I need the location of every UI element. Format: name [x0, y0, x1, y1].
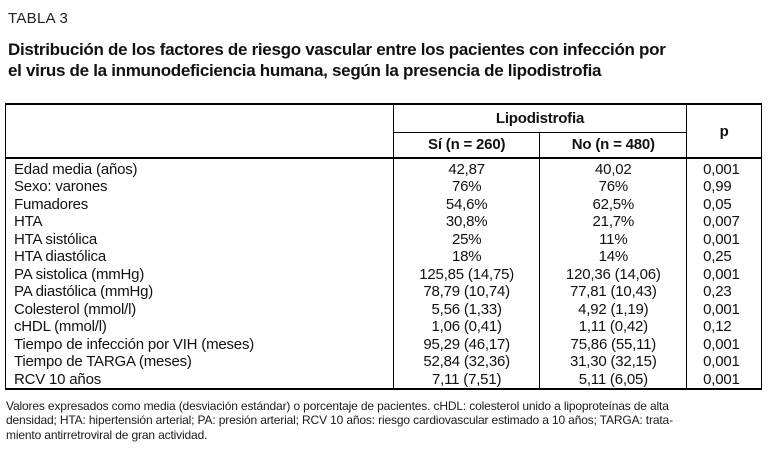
cell-no: 14% [539, 248, 687, 266]
cell-p: 0,007 [686, 213, 762, 231]
cell-no: 4,92 (1,19) [539, 300, 687, 318]
cell-p: 0,001 [686, 230, 762, 248]
table-title-line-1: Distribución de los factores de riesgo v… [8, 40, 666, 59]
row-label: RCV 10 años [14, 370, 102, 388]
cell-si: 1,06 (0,41) [392, 318, 540, 336]
table-header: Lipodistrofia p Sí (n = 260) No (n = 480… [6, 104, 762, 158]
cell-p: 0,001 [686, 300, 762, 318]
cell-p: 0,001 [686, 370, 762, 389]
column-header-no: No (n = 480) [539, 132, 688, 158]
table-row: HTA sistólica 25% 11% 0,001 [6, 230, 762, 248]
table-body: Edad media (años) 42,87 40,02 0,001 Sexo… [5, 157, 762, 389]
cell-si: 18% [392, 248, 540, 266]
table-row: Tiempo de infección por VIH (meses) 95,2… [6, 335, 762, 353]
cell-p: 0,001 [686, 335, 762, 353]
cell-si: 95,29 (46,17) [392, 335, 540, 353]
cell-p: 0,001 [686, 353, 762, 371]
cell-no: 120,36 (14,06) [539, 265, 687, 283]
sub-header-row: Sí (n = 260) No (n = 480) [6, 132, 762, 158]
cell-p: 0,12 [686, 318, 762, 336]
cell-p: 0,001 [686, 265, 762, 283]
cell-p: 0,99 [686, 178, 762, 196]
row-label: PA sistolica (mmHg) [14, 265, 145, 283]
cell-no: 31,30 (32,15) [539, 353, 687, 371]
cell-si: 25% [392, 230, 540, 248]
table-row: HTA diastólica 18% 14% 0,25 [6, 248, 762, 266]
cell-no: 11% [539, 230, 687, 248]
row-label: Sexo: varones [14, 178, 108, 196]
row-label: HTA [14, 213, 43, 231]
cell-no: 75,86 (55,11) [539, 335, 687, 353]
cell-p: 0,05 [686, 195, 762, 213]
cell-no: 77,81 (10,43) [539, 283, 687, 301]
row-label: Tiempo de infección por VIH (meses) [14, 335, 255, 353]
table-row: Colesterol (mmol/l) 5,56 (1,33) 4,92 (1,… [6, 300, 762, 318]
table-title-line-2: el virus de la inmunodeficiencia humana,… [8, 61, 602, 80]
cell-p: 0,25 [686, 248, 762, 266]
cell-si: 76% [392, 178, 540, 196]
group-header-lipodistrofia: Lipodistrofia [392, 104, 688, 133]
risk-factors-table: Lipodistrofia p Sí (n = 260) No (n = 480… [5, 103, 762, 390]
cell-no: 1,11 (0,42) [539, 318, 687, 336]
cell-no: 5,11 (6,05) [539, 370, 687, 389]
footnote-line-2: densidad; HTA: hipertensión arterial; PA… [6, 413, 673, 428]
cell-si: 125,85 (14,75) [392, 265, 540, 283]
table-row: Tiempo de TARGA (meses) 52,84 (32,36) 31… [6, 353, 762, 371]
row-label: Colesterol (mmol/l) [14, 300, 137, 318]
cell-si: 52,84 (32,36) [392, 353, 540, 371]
cell-si: 7,11 (7,51) [392, 370, 540, 389]
cell-p: 0,23 [686, 283, 762, 301]
column-header-p: p [686, 104, 762, 158]
cell-no: 21,7% [539, 213, 687, 231]
table-row: Edad media (años) 42,87 40,02 0,001 [5, 157, 762, 178]
group-header-row: Lipodistrofia p [6, 104, 762, 158]
cell-no: 62,5% [539, 195, 687, 213]
cell-si: 30,8% [392, 213, 540, 231]
cell-si: 5,56 (1,33) [392, 300, 540, 318]
cell-si: 42,87 [392, 157, 540, 178]
table-row: RCV 10 años 7,11 (7,51) 5,11 (6,05) 0,00… [6, 370, 762, 389]
table-number-label: TABLA 3 [8, 10, 69, 27]
footnote-line-3: miento antirretroviral de gran actividad… [6, 427, 208, 442]
table-row: Sexo: varones 76% 76% 0,99 [6, 178, 762, 196]
corner-cell [6, 104, 394, 158]
row-label: HTA diastólica [14, 248, 106, 266]
column-header-si: Sí (n = 260) [392, 132, 541, 158]
cell-si: 54,6% [392, 195, 540, 213]
cell-no: 40,02 [539, 157, 687, 178]
cell-no: 76% [539, 178, 687, 196]
row-label: Fumadores [14, 195, 89, 213]
table-row: cHDL (mmol/l) 1,06 (0,41) 1,11 (0,42) 0,… [6, 318, 762, 336]
row-label: Edad media (años) [5, 157, 394, 178]
table-row: Fumadores 54,6% 62,5% 0,05 [6, 195, 762, 213]
cell-si: 78,79 (10,74) [392, 283, 540, 301]
row-label: HTA sistólica [14, 230, 97, 248]
row-label: PA diastólica (mmHg) [14, 283, 154, 301]
table-footnote: Valores expresados como media (desviació… [6, 399, 766, 443]
footnote-line-1: Valores expresados como media (desviació… [6, 398, 669, 413]
cell-p: 0,001 [686, 157, 762, 178]
row-label: cHDL (mmol/l) [14, 318, 107, 336]
table-title: Distribución de los factores de riesgo v… [8, 39, 766, 81]
table-row: PA sistolica (mmHg) 125,85 (14,75) 120,3… [6, 265, 762, 283]
table-row: HTA 30,8% 21,7% 0,007 [6, 213, 762, 231]
row-label: Tiempo de TARGA (meses) [14, 353, 192, 371]
table-row: PA diastólica (mmHg) 78,79 (10,74) 77,81… [6, 283, 762, 301]
